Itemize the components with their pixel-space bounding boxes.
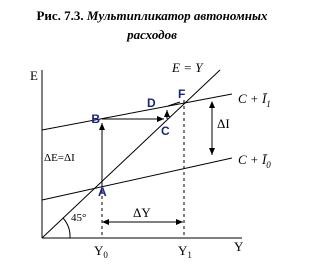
- annotation: ΔY: [133, 205, 151, 220]
- lower-line: [41, 157, 233, 201]
- diagonal-line: [41, 69, 221, 239]
- title-line: Мультипликатор автономных: [86, 8, 268, 23]
- line-label: C + Ī1: [238, 91, 271, 109]
- label-base: C + Ī: [238, 152, 268, 167]
- label-sub: 0: [103, 250, 108, 260]
- angle-arc: [62, 217, 71, 239]
- label-sub: 0: [266, 160, 271, 170]
- label-base: C + Ī: [238, 91, 268, 106]
- point-label: A: [98, 185, 107, 199]
- label-base: Y: [178, 243, 188, 258]
- x-tick-label: Y0: [94, 243, 108, 260]
- upper-line: [41, 93, 233, 131]
- annotation: 45°: [71, 212, 86, 224]
- annotation: ΔE=ΔI: [44, 152, 75, 164]
- label-sub: 1: [187, 250, 192, 260]
- title-line: расходов: [126, 27, 177, 42]
- step: [167, 101, 181, 107]
- diagram: Рис. 7.3. Мультипликатор автономных расх…: [30, 8, 271, 260]
- label-base: Y: [94, 243, 104, 258]
- label-sub: 1: [266, 99, 271, 109]
- x-tick-label: Y1: [178, 243, 192, 260]
- figure-number: Рис. 7.3.: [36, 8, 83, 23]
- line-label: E = Y: [171, 60, 204, 75]
- axis-label: E: [30, 68, 38, 83]
- point-label: D: [147, 96, 156, 110]
- point-label: F: [178, 87, 185, 101]
- point-label: B: [91, 112, 100, 126]
- annotation: ΔI: [217, 116, 230, 131]
- line-label: C + Ī0: [238, 152, 271, 170]
- point-label: C: [161, 124, 170, 138]
- axis-label: Y: [234, 239, 244, 254]
- figure-title: Рис. 7.3. Мультипликатор автономных: [36, 8, 268, 23]
